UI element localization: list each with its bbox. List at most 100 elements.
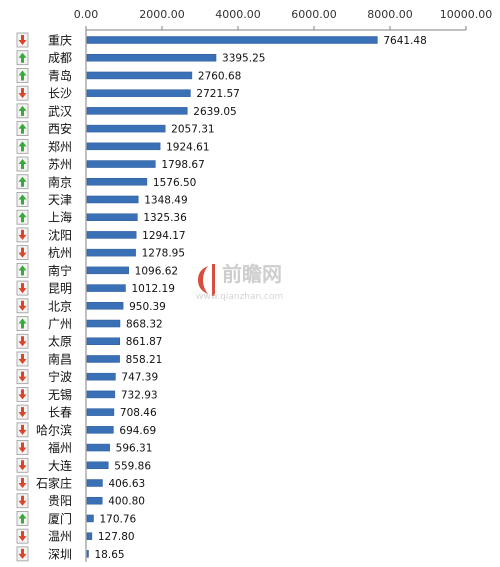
arrow-up-icon <box>16 156 29 172</box>
category-labels-group: 重庆成都青岛长沙武汉西安郑州苏州南京天津上海沈阳杭州南宁昆明北京广州太原南昌宁波… <box>36 34 72 562</box>
category-label: 天津 <box>48 193 72 207</box>
category-label: 重庆 <box>48 34 72 48</box>
bar <box>86 550 89 558</box>
category-label: 上海 <box>48 210 72 225</box>
value-label: 708.46 <box>120 407 157 419</box>
arrow-down-icon <box>16 351 29 367</box>
bar <box>86 71 193 80</box>
value-label: 1798.67 <box>161 159 204 171</box>
value-label: 3395.25 <box>222 53 265 65</box>
value-label: 1012.19 <box>131 283 174 295</box>
bar <box>86 160 156 168</box>
arrow-up-icon <box>16 262 29 278</box>
arrow-down-icon <box>16 227 29 243</box>
category-label: 太原 <box>48 334 72 349</box>
category-label: 苏州 <box>48 158 72 172</box>
arrow-up-icon <box>16 174 29 190</box>
category-label: 深圳 <box>48 547 72 561</box>
value-label: 127.80 <box>98 531 135 543</box>
value-label: 747.39 <box>121 372 158 384</box>
category-label: 杭州 <box>48 245 72 260</box>
bar <box>86 408 115 416</box>
bar <box>86 532 93 540</box>
category-label: 沈阳 <box>48 227 72 242</box>
value-label: 406.63 <box>108 478 145 490</box>
watermark-brand: 前瞻网 <box>222 262 282 286</box>
arrow-down-icon <box>16 422 29 438</box>
value-label: 1924.61 <box>166 141 209 153</box>
arrow-down-icon <box>16 369 29 385</box>
value-label: 1294.17 <box>142 230 185 242</box>
value-label: 1096.62 <box>135 265 178 277</box>
x-tick-label: 4000.00 <box>215 8 261 21</box>
bar <box>86 107 188 115</box>
bar <box>86 496 103 505</box>
arrow-down-icon <box>16 298 29 314</box>
category-label: 福州 <box>48 440 72 455</box>
category-label: 石家庄 <box>36 476 72 491</box>
category-label: 南京 <box>48 174 72 189</box>
value-label: 559.86 <box>114 460 151 472</box>
bar <box>86 284 126 292</box>
bar <box>86 89 191 97</box>
arrow-up-icon <box>16 511 29 526</box>
value-label: 18.65 <box>95 549 125 561</box>
value-label: 7641.48 <box>383 35 426 47</box>
category-label: 长沙 <box>48 87 72 101</box>
value-label: 2760.68 <box>198 70 241 82</box>
arrow-down-icon <box>16 280 29 296</box>
value-label: 1348.49 <box>144 194 187 206</box>
category-label: 青岛 <box>48 68 72 83</box>
category-label: 郑州 <box>48 139 72 154</box>
bar <box>86 195 139 204</box>
bar <box>86 372 116 381</box>
value-label: 1278.95 <box>142 248 185 260</box>
category-label: 宁波 <box>48 369 72 384</box>
value-label: 2721.57 <box>196 88 239 100</box>
category-label: 贵阳 <box>48 494 72 508</box>
arrow-down-icon <box>16 475 29 491</box>
value-label: 1576.50 <box>153 177 196 189</box>
arrow-down-icon <box>16 333 29 349</box>
category-label: 哈尔滨 <box>36 422 72 437</box>
x-axis: 0.00 2000.00 4000.00 6000.00 8000.00 10000.00 <box>74 8 492 562</box>
arrow-up-icon <box>16 316 29 331</box>
bar <box>86 124 166 133</box>
bar <box>86 302 124 310</box>
bar <box>86 319 121 328</box>
arrow-up-icon <box>16 103 29 119</box>
value-label: 868.32 <box>126 319 163 331</box>
value-label: 170.76 <box>99 513 136 525</box>
arrow-down-icon <box>16 440 29 455</box>
arrow-up-icon <box>16 209 29 225</box>
bar <box>86 426 114 434</box>
arrow-down-icon <box>16 386 29 402</box>
arrow-up-icon <box>16 68 29 83</box>
category-label: 西安 <box>48 121 72 136</box>
watermark-logo-icon <box>198 264 215 296</box>
value-label: 2639.05 <box>193 106 236 118</box>
x-tick-label: 2000.00 <box>139 8 185 21</box>
value-label: 694.69 <box>119 425 156 437</box>
bar <box>86 355 120 363</box>
arrow-down-icon <box>16 245 29 261</box>
x-tick-label: 8000.00 <box>367 8 413 21</box>
bar <box>86 514 94 523</box>
bar <box>86 231 137 239</box>
bar <box>86 337 121 345</box>
bar <box>86 178 148 186</box>
category-label: 南昌 <box>48 351 72 366</box>
category-label: 武汉 <box>48 104 72 118</box>
arrow-down-icon <box>16 404 29 420</box>
arrow-down-icon <box>16 32 29 48</box>
watermark-url: www.qianzhan.com <box>196 292 283 302</box>
value-label: 596.31 <box>116 443 153 455</box>
category-label: 温州 <box>48 530 72 544</box>
bar <box>86 53 217 62</box>
arrow-down-icon <box>16 85 29 101</box>
bar <box>86 390 116 399</box>
value-label: 858.21 <box>126 354 163 366</box>
